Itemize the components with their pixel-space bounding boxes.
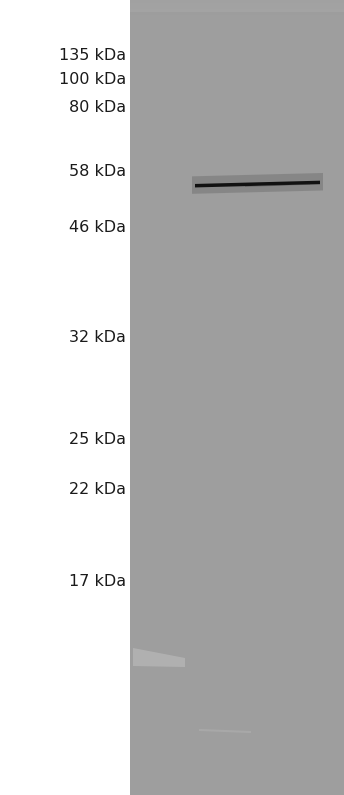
Text: 22 kDa: 22 kDa bbox=[69, 482, 126, 497]
Text: 32 kDa: 32 kDa bbox=[69, 329, 126, 344]
Text: 58 kDa: 58 kDa bbox=[69, 165, 126, 180]
Text: 46 kDa: 46 kDa bbox=[69, 220, 126, 235]
Text: 80 kDa: 80 kDa bbox=[69, 99, 126, 114]
Text: 135 kDa: 135 kDa bbox=[59, 48, 126, 63]
Text: 100 kDa: 100 kDa bbox=[59, 72, 126, 87]
Bar bbox=[0, 0, 130, 795]
Polygon shape bbox=[192, 173, 323, 194]
Polygon shape bbox=[245, 184, 310, 187]
Polygon shape bbox=[133, 648, 185, 667]
Text: 25 kDa: 25 kDa bbox=[69, 432, 126, 448]
Text: 17 kDa: 17 kDa bbox=[69, 575, 126, 590]
Polygon shape bbox=[195, 180, 320, 188]
Bar bbox=[130, 0, 344, 12]
